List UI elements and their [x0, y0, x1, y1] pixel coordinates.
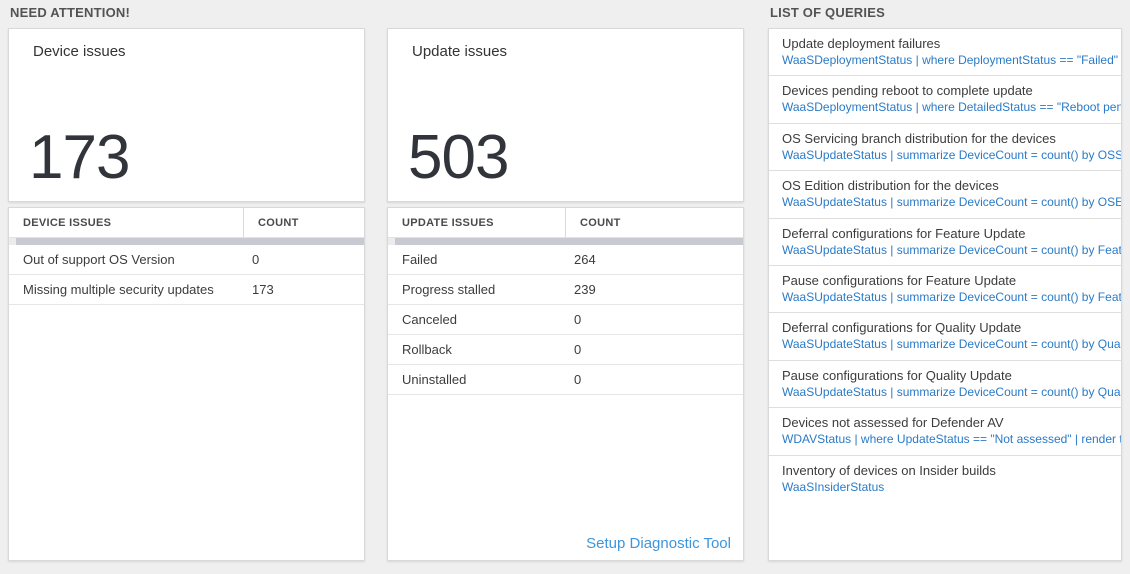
query-title: Deferral configurations for Quality Upda… [782, 320, 1022, 336]
query-text-link[interactable]: WaaSUpdateStatus | summarize DeviceCount… [782, 195, 1121, 210]
setup-diagnostic-tool-link[interactable]: Setup Diagnostic Tool [586, 535, 731, 552]
count-column-header: COUNT [258, 216, 299, 229]
query-list-item[interactable]: OS Servicing branch distribution for the… [769, 124, 1121, 172]
issue-count-cell: 0 [574, 342, 582, 357]
query-text-link[interactable]: WaaSDeploymentStatus | where DetailedSta… [782, 100, 1121, 115]
query-list-item[interactable]: Inventory of devices on Insider builds Wa… [769, 456, 1121, 503]
update-issues-card[interactable]: Update issues 503 [387, 28, 744, 202]
table-row[interactable]: Progress stalled 239 [388, 275, 743, 305]
query-title: Pause configurations for Quality Update [782, 367, 1012, 383]
table-row[interactable]: Out of support OS Version 0 [9, 245, 364, 275]
device-issues-table-body: Out of support OS Version 0 Missing multip… [9, 245, 364, 305]
query-title: OS Servicing branch distribution for the… [782, 130, 1056, 146]
query-list-item[interactable]: OS Edition distribution for the devices W… [769, 171, 1121, 219]
list-of-queries-panel: Update deployment failures WaaSDeployment… [768, 28, 1122, 561]
query-text-link[interactable]: WaaSUpdateStatus | summarize DeviceCount… [782, 289, 1121, 304]
query-list-item[interactable]: Update deployment failures WaaSDeployment… [769, 29, 1121, 77]
query-title: Pause configurations for Feature Update [782, 272, 1017, 288]
update-issues-column-header: UPDATE ISSUES [388, 208, 566, 237]
table-row[interactable]: Failed 264 [388, 245, 743, 275]
table-row[interactable]: Rollback 0 [388, 335, 743, 365]
query-text-link[interactable]: WaaSUpdateStatus | summarize DeviceCount… [782, 147, 1121, 162]
query-list-item[interactable]: Deferral configurations for Quality Upda… [769, 313, 1121, 361]
need-attention-section-label: NEED ATTENTION! [10, 5, 130, 20]
device-issues-count: 173 [29, 123, 130, 192]
update-issues-table: UPDATE ISSUES COUNT Failed 264 Progress st… [387, 207, 744, 561]
query-text-link[interactable]: WaaSInsiderStatus [782, 479, 885, 494]
issue-name-cell: Failed [402, 252, 438, 267]
issue-name-cell: Uninstalled [402, 372, 467, 387]
update-issues-table-header: UPDATE ISSUES COUNT [388, 208, 743, 238]
update-issues-table-body: Failed 264 Progress stalled 239 Canceled 0 Rol… [388, 245, 743, 395]
query-title: Devices pending reboot to complete updat… [782, 83, 1033, 99]
horizontal-scrollbar-track [9, 238, 364, 245]
horizontal-scrollbar-track [388, 238, 743, 245]
issue-count-cell: 0 [574, 372, 582, 387]
issue-count-cell: 0 [252, 252, 260, 267]
query-title: Devices not assessed for Defender AV [782, 415, 1004, 431]
query-text-link[interactable]: WaaSUpdateStatus | summarize DeviceCount… [782, 337, 1121, 352]
query-title: OS Edition distribution for the devices [782, 178, 999, 194]
issue-name-cell: Missing multiple security updates [23, 282, 214, 297]
device-issues-card[interactable]: Device issues 173 [8, 28, 365, 202]
query-list-item[interactable]: Devices pending reboot to complete updat… [769, 76, 1121, 124]
issue-count-cell: 264 [574, 252, 596, 267]
horizontal-scrollbar-thumb[interactable] [395, 238, 743, 245]
query-list-item[interactable]: Deferral configurations for Feature Upda… [769, 219, 1121, 266]
issue-count-cell: 239 [574, 282, 596, 297]
table-row[interactable]: Uninstalled 0 [388, 365, 743, 395]
issue-name-cell: Progress stalled [402, 282, 496, 297]
query-text-link[interactable]: WaaSUpdateStatus | summarize DeviceCount… [782, 384, 1121, 399]
issue-count-cell: 173 [252, 282, 274, 297]
table-row[interactable]: Canceled 0 [388, 305, 743, 335]
list-of-queries-section-label: LIST OF QUERIES [770, 5, 885, 20]
query-list-item[interactable]: Pause configurations for Feature Update W… [769, 266, 1121, 314]
table-row[interactable]: Missing multiple security updates 173 [9, 275, 364, 305]
issue-count-cell: 0 [574, 312, 582, 327]
issue-name-cell: Out of support OS Version [23, 252, 175, 267]
issue-name-cell: Rollback [402, 342, 452, 357]
query-text-link[interactable]: WaaSDeploymentStatus | where DeploymentS… [782, 53, 1121, 67]
issue-name-cell: Canceled [402, 312, 457, 327]
count-column-header: COUNT [580, 216, 621, 229]
query-list-item[interactable]: Pause configurations for Quality Update W… [769, 361, 1121, 409]
horizontal-scrollbar-thumb[interactable] [16, 238, 364, 245]
device-issues-table: DEVICE ISSUES COUNT Out of support OS Ve… [8, 207, 365, 561]
update-issues-card-title: Update issues [412, 43, 508, 60]
update-issues-count: 503 [408, 123, 509, 192]
query-text-link[interactable]: WDAVStatus | where UpdateStatus == "Not … [782, 432, 1121, 447]
device-issues-card-title: Device issues [33, 43, 126, 60]
query-title: Update deployment failures [782, 36, 941, 51]
query-text-link[interactable]: WaaSUpdateStatus | summarize DeviceCount… [782, 242, 1121, 257]
device-issues-table-header: DEVICE ISSUES COUNT [9, 208, 364, 238]
query-list-item[interactable]: Devices not assessed for Defender AV WDAV… [769, 408, 1121, 456]
query-title: Deferral configurations for Feature Upda… [782, 225, 1026, 241]
device-issues-column-header: DEVICE ISSUES [9, 208, 244, 237]
query-title: Inventory of devices on Insider builds [782, 462, 996, 478]
